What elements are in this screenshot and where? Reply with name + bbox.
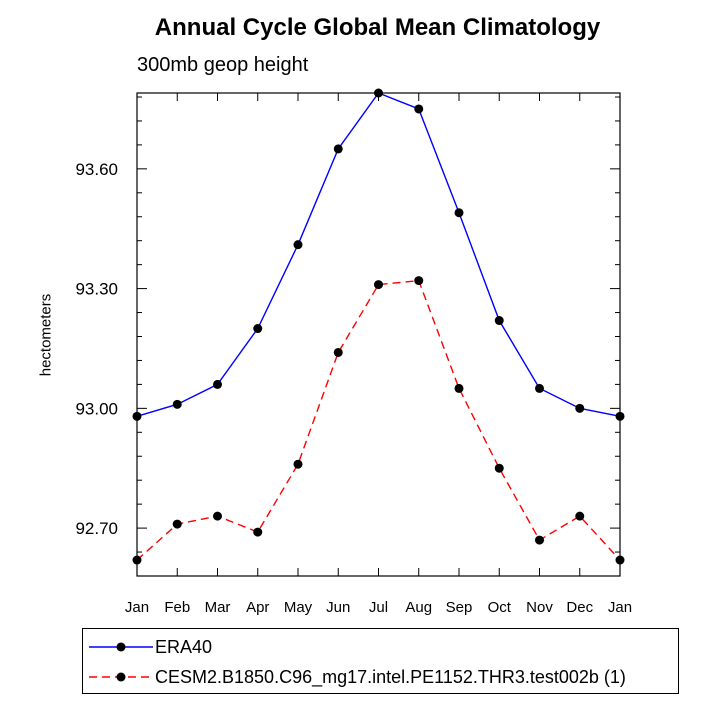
data-point-1 xyxy=(333,347,343,357)
legend: ERA40 CESM2.B1850.C96_mg17.intel.PE1152.… xyxy=(82,628,679,694)
legend-swatch-0 xyxy=(89,642,153,652)
data-point-1 xyxy=(293,459,303,469)
data-point-1 xyxy=(454,383,464,393)
data-point-1 xyxy=(414,276,424,286)
data-point-1 xyxy=(374,280,383,290)
data-point-1 xyxy=(132,555,142,565)
x-tick-label: Jan xyxy=(125,599,149,616)
x-tick-label: Nov xyxy=(526,599,553,616)
x-tick-label: Sep xyxy=(446,599,473,616)
data-point-0 xyxy=(132,411,142,421)
data-point-1 xyxy=(615,555,625,565)
y-tick-label: 93.30 xyxy=(75,280,118,299)
legend-item-1: CESM2.B1850.C96_mg17.intel.PE1152.THR3.t… xyxy=(83,665,678,691)
data-point-0 xyxy=(494,316,504,326)
data-point-0 xyxy=(454,208,464,218)
chart-subtitle: 300mb geop height xyxy=(137,54,309,76)
data-point-1 xyxy=(213,511,222,521)
x-tick-label: Jun xyxy=(326,599,350,616)
x-tick-label: Dec xyxy=(566,599,593,616)
data-point-1 xyxy=(575,511,585,521)
data-point-0 xyxy=(293,240,303,250)
data-point-1 xyxy=(535,535,544,545)
data-point-0 xyxy=(333,144,343,154)
plot-frame xyxy=(136,92,621,577)
y-tick-label: 93.60 xyxy=(75,160,118,179)
x-tick-label: Mar xyxy=(205,599,231,616)
data-point-0 xyxy=(213,379,222,389)
legend-label-0: ERA40 xyxy=(155,637,213,657)
data-point-1 xyxy=(253,527,263,537)
x-tick-label: Aug xyxy=(405,599,432,616)
x-tick-label: Apr xyxy=(246,599,269,616)
legend-swatch-1 xyxy=(89,672,153,682)
x-tick-label: Oct xyxy=(488,599,512,616)
x-tick-label: Jan xyxy=(608,599,632,616)
data-point-0 xyxy=(253,324,263,334)
legend-item-0: ERA40 xyxy=(83,635,678,661)
y-tick-label: 93.00 xyxy=(75,399,118,418)
legend-label-1: CESM2.B1850.C96_mg17.intel.PE1152.THR3.t… xyxy=(155,667,626,687)
x-tick-label: Jul xyxy=(369,599,388,616)
plot-area: Jan Feb Mar Apr May Jun Jul Aug Sep Oct Nov Dec Jan 9… xyxy=(75,88,632,616)
data-point-0 xyxy=(172,399,182,409)
data-point-0 xyxy=(535,383,544,393)
chart-title: Annual Cycle Global Mean Climatology xyxy=(154,14,601,41)
data-point-1 xyxy=(494,463,504,473)
x-tick-label: Feb xyxy=(164,599,190,616)
x-tick-label: May xyxy=(284,599,313,616)
data-point-0 xyxy=(615,411,625,421)
data-point-0 xyxy=(374,88,383,98)
series-line-1 xyxy=(136,279,621,561)
data-point-0 xyxy=(575,403,585,413)
series-line-0 xyxy=(136,92,621,418)
data-point-0 xyxy=(414,104,424,114)
y-tick-label: 92.70 xyxy=(75,519,118,538)
data-point-1 xyxy=(172,519,182,529)
